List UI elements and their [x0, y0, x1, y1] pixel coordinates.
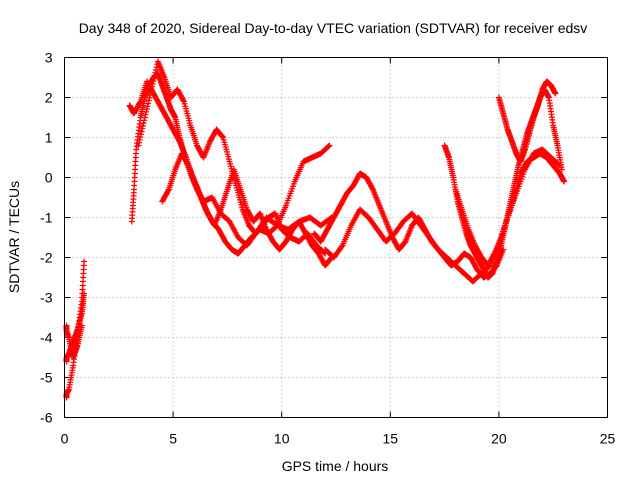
data-point: [139, 122, 146, 129]
data-point: [78, 322, 85, 329]
data-point: [552, 90, 559, 97]
series-track-c: [63, 322, 85, 361]
y-tick-label: -6: [40, 410, 53, 426]
data-point: [145, 100, 152, 107]
data-point: [145, 97, 152, 104]
x-tick-label: 5: [169, 431, 177, 447]
data-point: [219, 133, 226, 140]
data-point: [149, 80, 156, 87]
data-point: [143, 106, 150, 113]
data-point: [152, 66, 159, 73]
y-tick-label: -3: [40, 290, 53, 306]
series-track-l: [452, 150, 568, 269]
data-point: [152, 69, 159, 76]
data-point: [142, 111, 149, 118]
data-point: [141, 114, 148, 121]
x-axis-label: GPS time / hours: [282, 458, 389, 474]
axes-ticks: 0 5 10 15 20 25 -6 -5 -4 -3 -2 -1 0 1 2 3: [40, 50, 615, 447]
data-point: [136, 139, 142, 146]
y-tick-label: 2: [45, 90, 53, 106]
data-point: [143, 108, 150, 115]
y-tick-label: -4: [40, 330, 53, 346]
data-point: [147, 92, 154, 99]
data-point: [184, 161, 191, 168]
data-point: [141, 117, 148, 124]
x-tick-label: 10: [274, 431, 290, 447]
y-tick-label: 1: [45, 130, 53, 146]
data-point: [175, 137, 182, 144]
data-point: [150, 75, 157, 82]
data-point: [338, 243, 345, 250]
data-point: [369, 185, 376, 192]
data-point: [148, 86, 155, 93]
data-point: [138, 128, 145, 135]
y-tick-label: -2: [40, 250, 53, 266]
series-track-k: [495, 78, 559, 165]
chart-title: Day 348 of 2020, Sidereal Day-to-day VTE…: [79, 20, 588, 36]
data-point: [150, 78, 157, 85]
series-track-g: [159, 150, 335, 269]
plot-area: [63, 58, 568, 401]
data-point: [81, 290, 88, 297]
y-tick-label: 0: [45, 170, 53, 186]
series-track-h: [311, 170, 507, 281]
data-point: [146, 94, 153, 101]
data-point: [136, 136, 143, 143]
x-tick-label: 0: [61, 431, 69, 447]
data-point: [136, 99, 143, 106]
y-tick-label: -5: [40, 370, 53, 386]
data-point: [151, 72, 158, 79]
data-point: [137, 131, 144, 138]
y-tick-label: 3: [45, 50, 53, 66]
data-point: [137, 134, 144, 141]
series-track-f: [135, 58, 329, 257]
y-axis-label: SDTVAR / TECUs: [6, 181, 22, 293]
data-point: [149, 83, 156, 90]
data-point: [561, 178, 568, 185]
data-point: [326, 142, 333, 149]
y-tick-label: -1: [40, 210, 53, 226]
data-point: [490, 251, 497, 258]
data-point: [165, 187, 172, 194]
data-point: [180, 97, 187, 104]
data-point: [144, 103, 151, 110]
x-tick-label: 25: [600, 431, 616, 447]
data-point: [139, 125, 146, 132]
data-point: [135, 142, 142, 149]
data-point: [558, 166, 565, 173]
x-tick-label: 20: [491, 431, 507, 447]
data-point: [81, 258, 88, 265]
data-point: [325, 143, 332, 150]
data-point: [147, 89, 154, 96]
data-point: [140, 120, 147, 127]
plot-frame: [64, 57, 608, 418]
x-tick-label: 15: [383, 431, 399, 447]
